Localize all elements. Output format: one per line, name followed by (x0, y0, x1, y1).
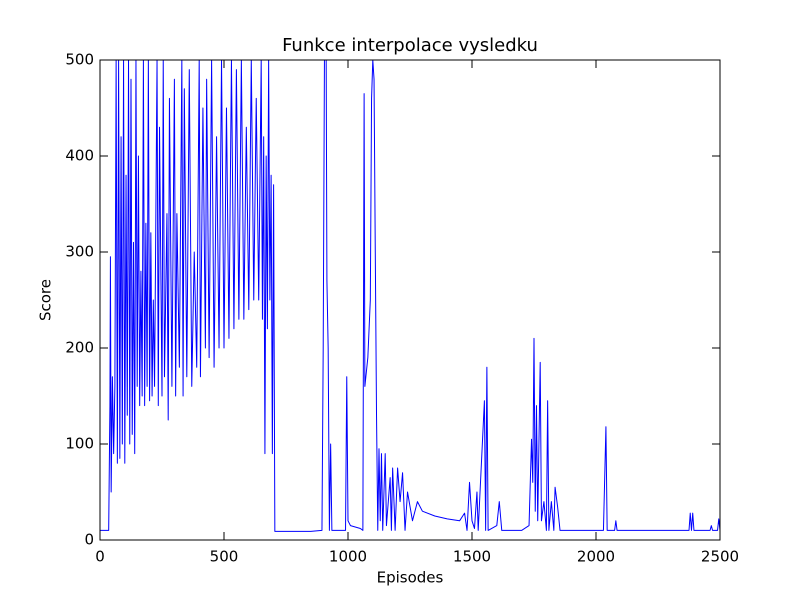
data-line (100, 59, 721, 532)
x-tick-label: 1500 (453, 548, 491, 566)
chart-title: Funkce interpolace vysledku (282, 35, 538, 56)
y-tick-label: 400 (65, 147, 94, 165)
y-axis-label: Score (37, 279, 55, 321)
y-tick-label: 500 (65, 51, 94, 69)
y-tick-label: 100 (65, 435, 94, 453)
x-tick-label: 500 (210, 548, 239, 566)
y-tick-label: 0 (84, 531, 94, 549)
y-tick-label: 300 (65, 243, 94, 261)
x-tick-label: 2500 (701, 548, 739, 566)
y-tick-label: 200 (65, 339, 94, 357)
x-tick-label: 0 (95, 548, 105, 566)
plot-frame (99, 59, 721, 541)
x-tick-label: 1000 (329, 548, 367, 566)
x-axis-label: Episodes (377, 569, 444, 587)
x-tick-label: 2000 (577, 548, 615, 566)
